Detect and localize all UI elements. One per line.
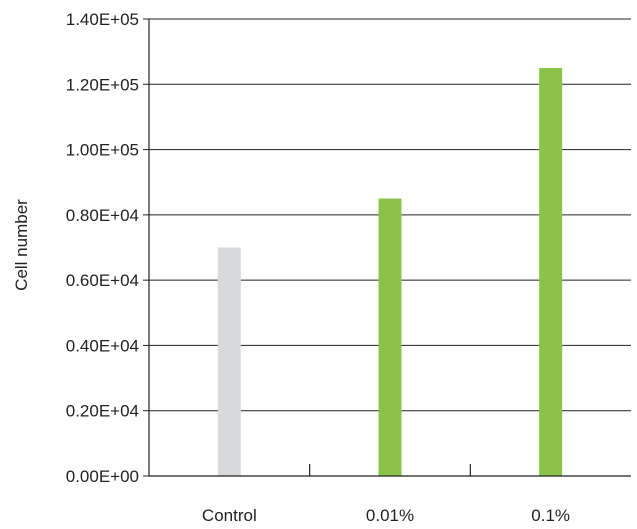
y-tick-label: 0.00E+00 [66,467,139,486]
x-tick-label: 0.01% [366,506,414,524]
bar [539,67,563,476]
y-axis-label: Cell number [12,199,31,291]
y-tick-label: 1.20E+05 [66,75,139,94]
bar [217,247,241,476]
y-tick-label: 0.20E+04 [66,402,139,421]
y-tick-label: 0.80E+04 [66,206,139,225]
y-tick-label: 1.40E+05 [66,10,139,29]
x-tick-label: Control [202,506,257,524]
x-tick-label: 0.1% [531,506,570,524]
x-tick-labels: Control 0.01% 0.1% [202,506,570,525]
y-tick-label: 1.00E+05 [66,141,139,160]
y-tick-label: 0.60E+04 [66,271,139,290]
bars [217,67,563,477]
y-tick-labels: 0.00E+00 0.20E+04 0.40E+04 0.60E+04 0.80E+04… [66,10,139,486]
bar [378,198,402,477]
axes [148,19,631,477]
y-tick-label: 0.40E+04 [66,336,139,355]
